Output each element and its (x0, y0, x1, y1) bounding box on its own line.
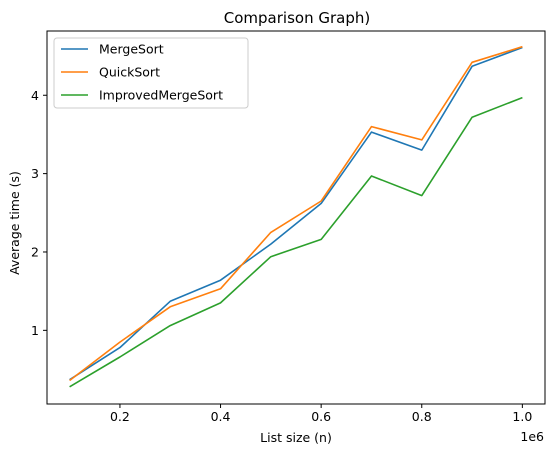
plot-area-frame (46, 30, 546, 405)
y-tick-label: 1 (31, 323, 39, 338)
x-axis-ticks: 0.2 0.4 0.6 0.8 1.0 (110, 404, 532, 424)
y-tick-label: 2 (31, 244, 39, 259)
y-axis-label: Average time (s) (7, 171, 22, 275)
x-tick-label: 0.2 (110, 409, 130, 424)
x-tick-label: 1.0 (512, 409, 532, 424)
legend-box (53, 37, 249, 109)
series-line-quicksort (69, 45, 523, 382)
x-tick-label: 0.8 (412, 409, 432, 424)
x-tick-label: 0.6 (311, 409, 331, 424)
x-tick-label: 0.4 (211, 409, 231, 424)
y-tick-label: 3 (31, 166, 39, 181)
x-axis-label: List size (n) (260, 430, 332, 445)
legend-label: ImprovedMergeSort (99, 88, 223, 103)
legend-label: QuickSort (99, 65, 160, 80)
legend-label: MergeSort (99, 42, 164, 57)
x-axis-offset-label: 1e6 (520, 429, 544, 444)
y-tick-label: 4 (31, 88, 39, 103)
series-layer (69, 45, 523, 388)
series-line-improvedmergesort (69, 96, 523, 388)
chart-title: Comparison Graph) (224, 9, 370, 27)
y-axis-ticks: 1 2 3 4 (31, 88, 47, 338)
legend: MergeSort QuickSort ImprovedMergeSort (53, 37, 249, 109)
